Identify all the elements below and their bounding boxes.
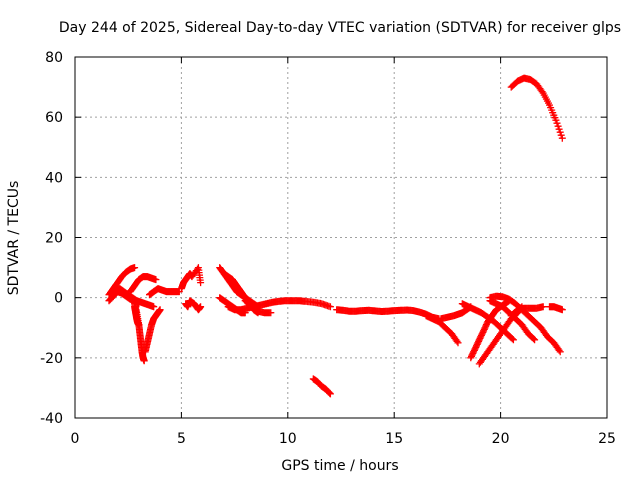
- data-marks: [105, 74, 566, 398]
- series-arc-26: [546, 303, 566, 314]
- series-arc-18: [422, 312, 462, 347]
- x-tick-label: 10: [279, 431, 297, 447]
- data-point: [476, 334, 484, 342]
- data-point: [473, 340, 481, 348]
- data-point: [552, 116, 560, 124]
- data-point: [156, 306, 164, 314]
- data-point: [470, 346, 478, 354]
- data-point: [453, 337, 461, 345]
- series-arc-08: [146, 285, 183, 299]
- data-point: [326, 390, 334, 398]
- data-point: [468, 351, 476, 359]
- y-tick-label: 0: [54, 291, 63, 307]
- data-point: [468, 352, 475, 360]
- series-arc-04: [126, 273, 160, 296]
- data-point: [469, 349, 477, 357]
- x-tick-label: 0: [71, 431, 80, 447]
- series-arc-14: [224, 297, 334, 314]
- plot-frame: [74, 56, 608, 419]
- x-tick-label: 5: [177, 431, 186, 447]
- data-point: [482, 321, 490, 329]
- data-point: [480, 327, 488, 335]
- data-point: [531, 336, 539, 344]
- data-point: [555, 125, 563, 133]
- series-arc-03: [111, 285, 158, 311]
- data-point: [152, 276, 160, 284]
- data-point: [530, 335, 538, 343]
- y-axis-label: SDTVAR / TECUs: [6, 181, 22, 296]
- data-point: [556, 128, 564, 136]
- data-point: [472, 343, 480, 351]
- series-arc-27: [507, 74, 566, 142]
- data-point: [474, 339, 482, 347]
- series-arc-16: [309, 375, 334, 398]
- x-axis-label: GPS time / hours: [281, 458, 398, 474]
- series-arc-15: [241, 297, 275, 317]
- grid-layer: [75, 57, 607, 418]
- data-point: [479, 328, 487, 336]
- data-point: [475, 337, 483, 345]
- data-point: [539, 303, 547, 311]
- x-tick-label: 20: [492, 431, 510, 447]
- series-arc-09: [177, 264, 205, 293]
- data-point: [197, 279, 205, 287]
- data-point: [197, 303, 205, 311]
- data-point: [325, 388, 333, 396]
- data-point: [454, 339, 462, 347]
- data-point: [480, 325, 488, 333]
- data-point: [482, 322, 490, 330]
- y-tick-label: -20: [40, 351, 63, 367]
- data-point: [326, 303, 334, 311]
- data-point: [475, 336, 483, 344]
- y-tick-label: 60: [45, 110, 63, 126]
- y-tick-label: 20: [45, 231, 63, 247]
- data-point: [481, 324, 489, 332]
- data-point: [467, 354, 475, 362]
- y-tick-label: 40: [45, 170, 63, 186]
- data-point: [553, 119, 561, 127]
- data-point: [267, 309, 275, 317]
- data-point: [556, 348, 564, 356]
- data-point: [135, 321, 143, 329]
- data-point: [471, 345, 479, 353]
- x-tick-label: 15: [385, 431, 403, 447]
- x-tick-label: 25: [598, 431, 616, 447]
- data-point: [509, 336, 517, 344]
- data-point: [477, 333, 485, 341]
- data-point: [140, 357, 148, 365]
- data-point: [558, 134, 566, 142]
- data-point: [554, 122, 562, 130]
- data-point: [326, 389, 334, 397]
- series-arc-10: [182, 297, 205, 314]
- y-tick-label: 80: [45, 50, 63, 66]
- data-point: [555, 346, 563, 354]
- data-point: [508, 335, 516, 343]
- series-arc-07: [141, 306, 164, 356]
- data-point: [557, 131, 565, 139]
- data-point: [558, 306, 566, 314]
- data-point: [478, 330, 486, 338]
- data-point: [150, 303, 158, 311]
- data-point: [477, 331, 485, 339]
- data-point: [131, 264, 139, 272]
- series-arc-24: [486, 292, 564, 356]
- series-arc-25: [507, 303, 547, 320]
- data-point: [473, 342, 480, 350]
- series-arc-06: [131, 303, 143, 329]
- y-tick-label: -40: [40, 411, 63, 427]
- chart-title: Day 244 of 2025, Sidereal Day-to-day VTE…: [59, 20, 621, 36]
- data-point: [470, 348, 478, 356]
